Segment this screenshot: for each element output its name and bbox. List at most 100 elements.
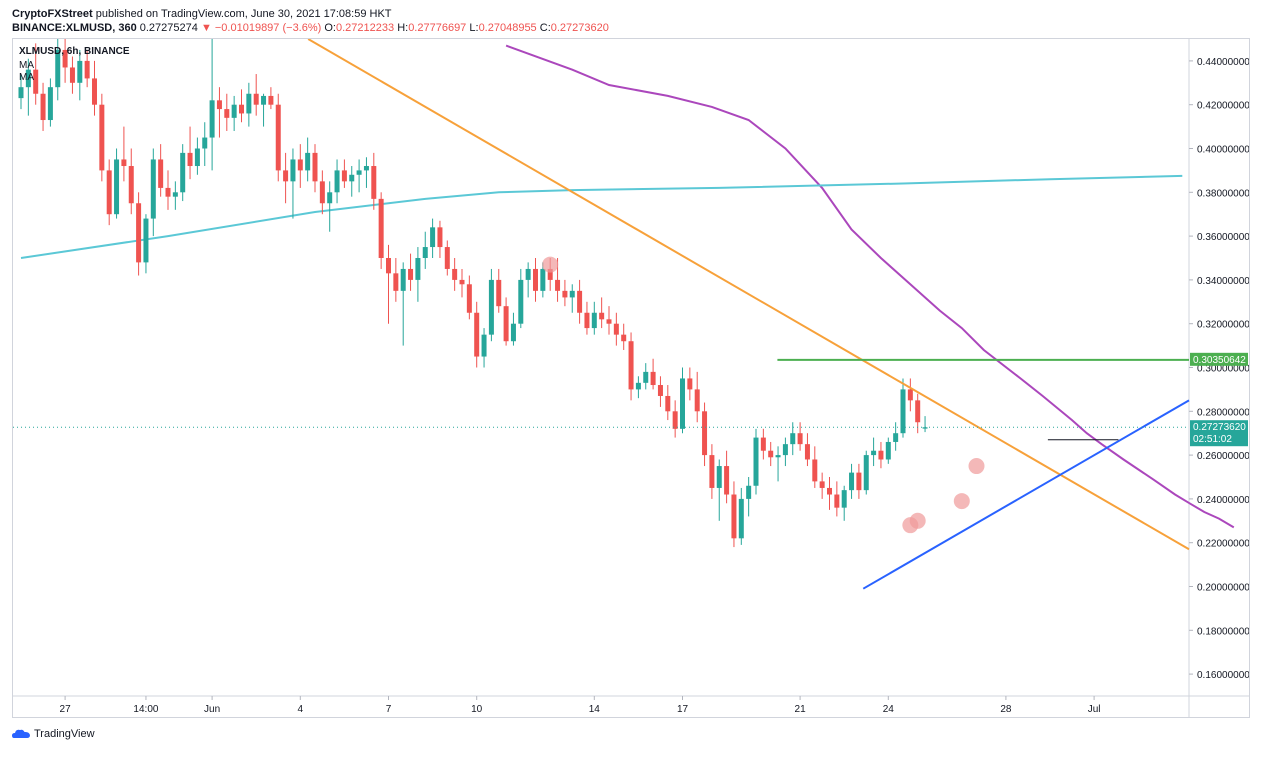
price-chart[interactable]: 0.16000000 0.18000000 0.20000000 0.22000000… xyxy=(13,39,1249,717)
candle-body xyxy=(356,170,362,175)
candle-body xyxy=(635,382,641,390)
candle-body xyxy=(40,93,46,121)
close-value: 0.27273620 xyxy=(550,22,609,34)
y-tick-label: 0.38000000 xyxy=(1197,188,1249,199)
candle-body xyxy=(253,93,259,105)
candle-body xyxy=(577,290,583,313)
candle-body xyxy=(297,159,303,171)
price-label-box xyxy=(1190,420,1248,447)
candle-body xyxy=(84,60,90,79)
candle-body xyxy=(555,279,561,291)
y-tick-label: 0.20000000 xyxy=(1197,583,1249,594)
x-tick-label: 28 xyxy=(1000,704,1012,715)
y-tick-label: 0.28000000 xyxy=(1197,407,1249,418)
candle-body xyxy=(92,78,97,105)
y-tick-label: 0.34000000 xyxy=(1197,276,1249,287)
candle-body xyxy=(606,319,612,324)
candle-body xyxy=(305,152,311,171)
candle-body xyxy=(283,170,289,182)
publish-info: CryptoFXStreet published on TradingView.… xyxy=(12,8,392,20)
y-tick-label: 0.24000000 xyxy=(1197,495,1249,506)
candle-body xyxy=(459,279,465,285)
candle-body xyxy=(216,100,222,110)
candle-body xyxy=(33,69,39,94)
candle-body xyxy=(834,494,840,508)
candle-body xyxy=(856,472,862,491)
candle-body xyxy=(128,166,134,204)
candle-body xyxy=(702,411,708,456)
candle-body xyxy=(18,87,24,99)
candle-body xyxy=(444,247,450,269)
touch-point-marker xyxy=(909,512,926,529)
chart-frame[interactable]: 0.16000000 0.18000000 0.20000000 0.22000000… xyxy=(12,38,1250,718)
symbol-name: BINANCE:XLMUSD, 360 xyxy=(12,22,137,34)
x-tick-label: 7 xyxy=(386,704,392,715)
candle-body xyxy=(363,166,369,171)
candle-body xyxy=(709,455,715,488)
candle-body xyxy=(628,341,634,390)
candle-body xyxy=(775,455,781,458)
publisher-name[interactable]: CryptoFXStreet xyxy=(12,8,93,20)
candle-body xyxy=(510,323,516,342)
candle-body xyxy=(55,49,61,88)
candle-body xyxy=(106,170,112,215)
y-tick-label: 0.18000000 xyxy=(1197,626,1249,637)
candle-body xyxy=(694,389,700,412)
candle-body xyxy=(334,170,340,193)
touch-point-marker xyxy=(968,458,985,475)
candle-body xyxy=(753,437,759,486)
candle-body xyxy=(650,371,656,386)
tradingview-brand: TradingView xyxy=(34,728,95,740)
candle-body xyxy=(400,268,406,291)
candle-body xyxy=(275,104,281,171)
candle-body xyxy=(672,411,678,429)
candle-body xyxy=(143,218,149,263)
candle-body xyxy=(224,109,230,118)
candle-body xyxy=(25,69,31,88)
candle-body xyxy=(657,385,663,396)
candle-body xyxy=(327,192,333,204)
candle-body xyxy=(62,49,68,68)
indicator-legend: MA xyxy=(19,60,34,71)
candle-body xyxy=(716,466,722,488)
high-value: 0.27776697 xyxy=(408,22,467,34)
price-label-countdown: 02:51:02 xyxy=(1193,434,1232,445)
x-tick-label: 21 xyxy=(795,704,807,715)
candle-body xyxy=(209,100,215,138)
candle-body xyxy=(613,323,619,335)
candle-body xyxy=(569,290,575,298)
candle-body xyxy=(349,174,355,182)
candle-body xyxy=(114,159,120,215)
candle-body xyxy=(47,87,53,121)
open-label: O: xyxy=(324,22,336,34)
candle-body xyxy=(643,371,649,383)
candle-body xyxy=(422,247,428,258)
candle-body xyxy=(893,433,899,442)
candle-body xyxy=(268,95,274,105)
candle-body xyxy=(533,268,538,291)
moving-average-line xyxy=(20,174,1183,259)
open-value: 0.27212233 xyxy=(336,22,395,34)
x-tick-label: Jul xyxy=(1088,704,1101,715)
candle-body xyxy=(599,312,605,320)
y-tick-label: 0.16000000 xyxy=(1197,670,1249,681)
candle-body xyxy=(488,279,494,335)
candle-body xyxy=(172,192,178,197)
candle-body xyxy=(430,227,436,248)
candle-body xyxy=(782,444,788,456)
price-label-value: 0.30350642 xyxy=(1193,355,1246,366)
candle-body xyxy=(180,152,186,193)
candle-body xyxy=(165,187,171,197)
low-value: 0.27048955 xyxy=(478,22,537,34)
candle-body xyxy=(319,181,325,204)
y-tick-label: 0.42000000 xyxy=(1197,101,1249,112)
candle-body xyxy=(518,279,524,324)
candle-body xyxy=(386,258,391,274)
candle-body xyxy=(900,389,906,434)
candle-body xyxy=(378,198,384,258)
candle-body xyxy=(481,334,487,357)
candle-body xyxy=(415,258,421,280)
high-label: H: xyxy=(397,22,409,34)
tradingview-logo[interactable]: TradingView xyxy=(12,728,95,740)
price-change: ▼ −0.01019897 (−3.6%) xyxy=(200,22,322,34)
